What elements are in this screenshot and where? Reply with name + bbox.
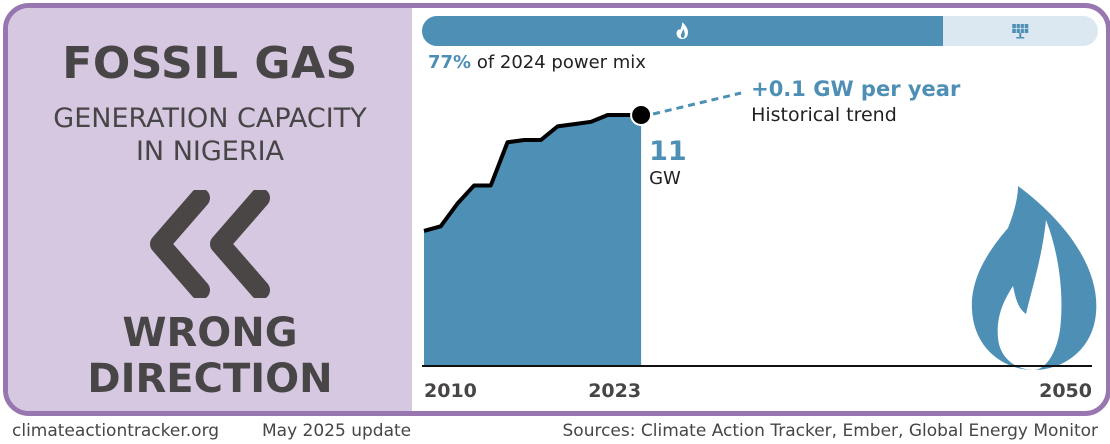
- subtitle-line-1: GENERATION CAPACITY: [53, 103, 367, 134]
- verdict-line-2: DIRECTION: [87, 356, 333, 402]
- subtitle-line-2: IN NIGERIA: [135, 136, 285, 167]
- trend-rate-label: +0.1 GW per year: [751, 77, 961, 101]
- site-link[interactable]: climateactiontracker.org: [12, 421, 220, 441]
- solar-panel-icon: [1012, 24, 1029, 39]
- page-title: FOSSIL GAS: [62, 38, 358, 89]
- infographic-frame: FOSSIL GAS GENERATION CAPACITY IN NIGERI…: [3, 3, 1110, 416]
- end-point-marker: [630, 104, 653, 126]
- capacity-line: [423, 113, 642, 233]
- x-tick-label-2010: 2010: [424, 380, 477, 402]
- double-chevron-left-icon: [150, 190, 270, 298]
- left-panel: FOSSIL GAS GENERATION CAPACITY IN NIGERI…: [8, 8, 412, 411]
- x-tick-label-2023: 2023: [588, 380, 641, 402]
- capacity-chart: 11 GW +0.1 GW per year Historical trend …: [422, 77, 1097, 402]
- power-mix-label: 77% of 2024 power mix: [428, 52, 646, 73]
- flame-icon: [676, 22, 689, 39]
- update-date: May 2025 update: [262, 421, 412, 441]
- power-mix-share: 77%: [428, 52, 472, 73]
- power-mix-bar: [422, 16, 1098, 46]
- flame-icon: [971, 186, 1097, 370]
- power-mix-label-text: of 2024 power mix: [471, 52, 646, 73]
- end-value-label: 11: [649, 136, 687, 167]
- subtitle: GENERATION CAPACITY IN NIGERIA: [8, 102, 412, 168]
- capacity-area: [424, 115, 642, 365]
- verdict: WRONG DIRECTION: [8, 310, 412, 402]
- end-unit-label: GW: [649, 168, 681, 189]
- trend-line: [652, 91, 742, 116]
- verdict-line-1: WRONG: [122, 310, 298, 356]
- trend-description: Historical trend: [751, 104, 897, 126]
- x-tick-label-2050: 2050: [1039, 380, 1092, 402]
- sources-note: Sources: Climate Action Tracker, Ember, …: [562, 421, 1099, 441]
